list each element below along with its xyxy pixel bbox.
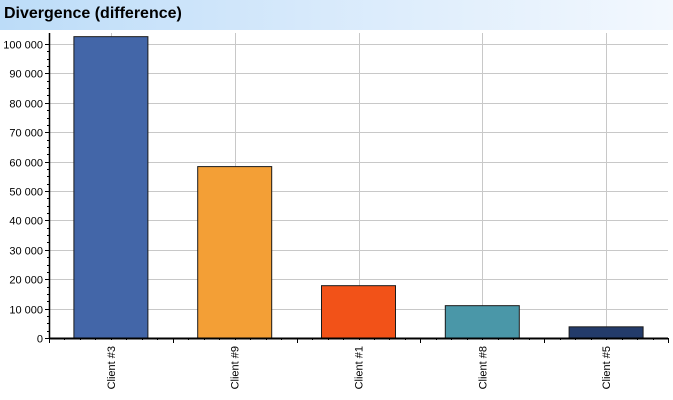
bar[interactable]: [73, 36, 149, 339]
x-tick-label: Client #5: [601, 346, 613, 389]
y-tick-label: 30 000: [9, 246, 43, 258]
y-tick-label: 10 000: [9, 305, 43, 317]
y-tick-label: 100 000: [3, 40, 43, 52]
y-tick-label: 60 000: [9, 158, 43, 170]
y-tick-label: 20 000: [9, 275, 43, 287]
x-tick-label: Client #1: [354, 346, 366, 389]
bar[interactable]: [321, 285, 396, 339]
y-tick-label: 0: [37, 334, 43, 346]
x-tick-label: Client #3: [106, 346, 118, 389]
axes: [45, 33, 669, 343]
y-tick-label: 70 000: [9, 128, 43, 140]
y-tick-label: 90 000: [9, 69, 43, 81]
y-tick-label: 80 000: [9, 99, 43, 111]
bar[interactable]: [197, 166, 273, 339]
chart-title: Divergence (difference): [4, 5, 182, 22]
bars: [73, 36, 644, 339]
chart-title-bar: Divergence (difference): [0, 0, 673, 30]
x-tick-label: Client #8: [477, 346, 489, 389]
y-tick-label: 40 000: [9, 216, 43, 228]
bar[interactable]: [568, 326, 644, 339]
x-tick-label: Client #9: [230, 346, 242, 389]
tick-labels: 0 10 000 20 000 30 000 40 000 50 000 60 000 70 …: [3, 40, 613, 390]
bar[interactable]: [444, 305, 520, 339]
y-tick-label: 50 000: [9, 187, 43, 199]
